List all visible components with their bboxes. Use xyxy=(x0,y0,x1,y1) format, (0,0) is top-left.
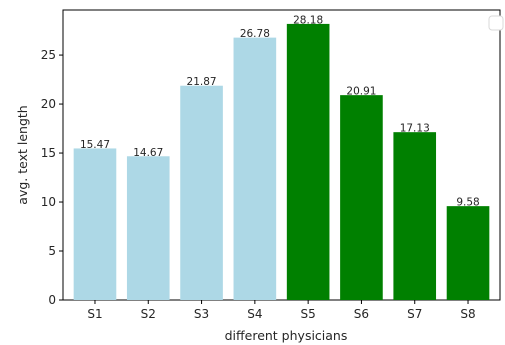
y-axis-title: avg. text length xyxy=(15,105,30,204)
bar-S1 xyxy=(73,148,117,300)
y-tick-label: 20 xyxy=(41,97,56,111)
bar-S8 xyxy=(446,206,490,300)
bar-S3 xyxy=(180,85,223,300)
x-tick-label-S2: S2 xyxy=(141,307,156,321)
x-tick-label-S1: S1 xyxy=(87,307,102,321)
x-tick-label-S3: S3 xyxy=(194,307,209,321)
x-tick-label-S5: S5 xyxy=(301,307,316,321)
bar-S5 xyxy=(286,23,330,300)
x-tick-label-S6: S6 xyxy=(354,307,369,321)
value-label-S5: 28.18 xyxy=(293,14,323,26)
y-tick-label: 0 xyxy=(48,293,56,307)
y-axis: 0 5 10 15 20 25 xyxy=(41,48,63,307)
bar-S4 xyxy=(233,37,277,300)
y-tick-label: 15 xyxy=(41,146,56,160)
bar-S2 xyxy=(126,156,170,300)
bar-S7 xyxy=(393,132,437,300)
legend-box xyxy=(488,15,504,31)
x-axis: S1 S2 S3 S4 S5 S6 S7 S8 xyxy=(87,300,476,321)
value-label-S1: 15.47 xyxy=(80,139,110,151)
bars xyxy=(73,23,490,300)
y-tick-label: 5 xyxy=(48,244,56,258)
x-tick-label-S7: S7 xyxy=(407,307,422,321)
value-label-S7: 17.13 xyxy=(400,123,430,135)
y-tick-label: 10 xyxy=(41,195,56,209)
value-label-S4: 26.78 xyxy=(240,28,270,40)
y-tick-label: 25 xyxy=(41,48,56,62)
x-tick-label-S8: S8 xyxy=(460,307,475,321)
value-label-S6: 20.91 xyxy=(346,86,376,98)
value-label-S8: 9.58 xyxy=(456,197,479,209)
plot-area xyxy=(62,9,501,301)
bar-S6 xyxy=(340,95,383,300)
value-label-S3: 21.87 xyxy=(187,76,217,88)
value-label-S2: 14.67 xyxy=(133,147,163,159)
plot-frame xyxy=(62,9,501,301)
x-tick-label-S4: S4 xyxy=(247,307,262,321)
x-axis-title: different physicians xyxy=(225,328,348,343)
data-labels: 15.47 14.67 21.87 26.78 28.18 20.91 17.13 9.58 xyxy=(80,14,480,208)
